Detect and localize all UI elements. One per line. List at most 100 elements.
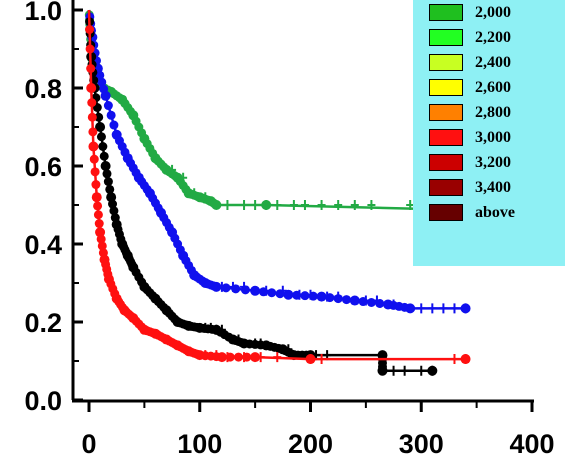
- curve-point: [110, 213, 120, 223]
- censor-mark: [389, 365, 398, 376]
- censor-mark: [300, 200, 309, 210]
- legend-entry: 3,400: [429, 175, 565, 200]
- curve-point: [300, 291, 310, 301]
- curve-point: [96, 234, 106, 244]
- curve-point: [148, 291, 158, 301]
- event-point: [95, 122, 106, 132]
- event-point: [86, 83, 97, 93]
- censor-mark: [168, 164, 177, 175]
- event-point: [349, 295, 360, 306]
- event-point: [88, 141, 99, 152]
- curve-point: [148, 148, 158, 158]
- censor-mark: [273, 352, 282, 363]
- axes: [71, 0, 534, 412]
- event-point: [250, 285, 261, 296]
- legend-entry: 2,000: [429, 0, 565, 25]
- legend-entry: 2,200: [429, 25, 565, 50]
- censor-mark: [240, 352, 249, 363]
- curve-point: [103, 269, 113, 279]
- curve-point: [103, 177, 113, 187]
- censor-mark: [450, 354, 459, 365]
- legend: 2,000 2,200 2,400 2,600 2,800 3,000 3,200 3,400…: [413, 0, 565, 266]
- legend-label: 3,000: [475, 128, 511, 146]
- censor-mark: [201, 192, 210, 203]
- curve-point: [109, 120, 119, 130]
- censor-mark: [190, 188, 199, 199]
- censor-mark: [234, 334, 243, 345]
- censor-mark: [240, 281, 249, 292]
- y-tick-label: 0.8: [24, 74, 62, 104]
- censor-mark: [223, 352, 232, 363]
- legend-swatch: [429, 179, 463, 196]
- curve-point: [126, 106, 136, 116]
- curve-point: [94, 112, 104, 122]
- curve-point: [159, 302, 169, 312]
- legend-swatch: [429, 4, 463, 21]
- censor-mark: [217, 324, 226, 335]
- censor-mark: [306, 289, 315, 300]
- legend-label: 2,600: [475, 78, 511, 96]
- event-point: [100, 161, 111, 171]
- curve-point: [137, 128, 147, 138]
- event-point: [250, 352, 261, 363]
- censor-mark: [450, 303, 459, 314]
- curve-point: [93, 210, 103, 220]
- censor-mark: [439, 303, 448, 314]
- y-tick-label: 0.4: [24, 230, 62, 260]
- legend-label: 3,200: [475, 153, 511, 171]
- event-point: [95, 227, 106, 238]
- censor-mark: [400, 365, 409, 376]
- legend-entry: above: [429, 200, 565, 225]
- censor-mark: [284, 344, 293, 355]
- censor-mark: [417, 303, 426, 314]
- curve-point: [109, 206, 119, 216]
- tick-labels: 0.0 0.2 0.4 0.6 0.8 1.0 0 100 200 300 400: [24, 0, 554, 459]
- y-tick-label: 0.6: [24, 152, 62, 182]
- curve-point: [98, 248, 108, 258]
- curve-point: [90, 167, 100, 177]
- legend-swatch: [429, 204, 463, 221]
- curve-point: [88, 127, 98, 137]
- curve-point: [103, 101, 113, 111]
- curve-point: [400, 302, 410, 312]
- curve-point: [153, 203, 163, 213]
- legend-label: 3,400: [475, 178, 511, 196]
- censor-mark: [389, 299, 398, 310]
- censor-mark: [461, 303, 470, 314]
- curve-point: [96, 132, 106, 142]
- censor-mark: [367, 200, 376, 210]
- curve-point: [87, 98, 97, 108]
- curve-point: [234, 352, 244, 362]
- curve-point: [210, 199, 220, 209]
- curve-point: [98, 142, 108, 151]
- legend-entry: 3,200: [429, 150, 565, 175]
- curve-point: [114, 93, 124, 103]
- censor-mark: [428, 365, 437, 376]
- censor-mark: [212, 350, 221, 361]
- series-3: [85, 9, 471, 365]
- legend-entry: 2,400: [429, 50, 565, 75]
- censor-mark: [323, 291, 332, 302]
- legend-label: 2,400: [475, 53, 511, 71]
- curve-point: [192, 349, 202, 359]
- event-point: [91, 192, 102, 203]
- curve-point: [137, 277, 147, 287]
- curve-point: [102, 169, 112, 179]
- censor-mark: [179, 172, 188, 183]
- censor-mark: [201, 350, 210, 361]
- x-tick-label: 200: [288, 429, 333, 459]
- censor-mark: [217, 281, 226, 292]
- curve-point: [94, 219, 104, 229]
- curve-point: [221, 283, 231, 293]
- curve-point: [99, 84, 109, 94]
- censor-mark: [350, 200, 359, 210]
- curve-point: [85, 25, 95, 34]
- censor-mark: [428, 303, 437, 314]
- censor-mark: [262, 200, 271, 210]
- curve-point: [192, 322, 202, 332]
- series-2: [85, 9, 438, 376]
- curve-point: [175, 245, 185, 255]
- censor-mark: [334, 200, 343, 210]
- curve-point: [95, 70, 105, 80]
